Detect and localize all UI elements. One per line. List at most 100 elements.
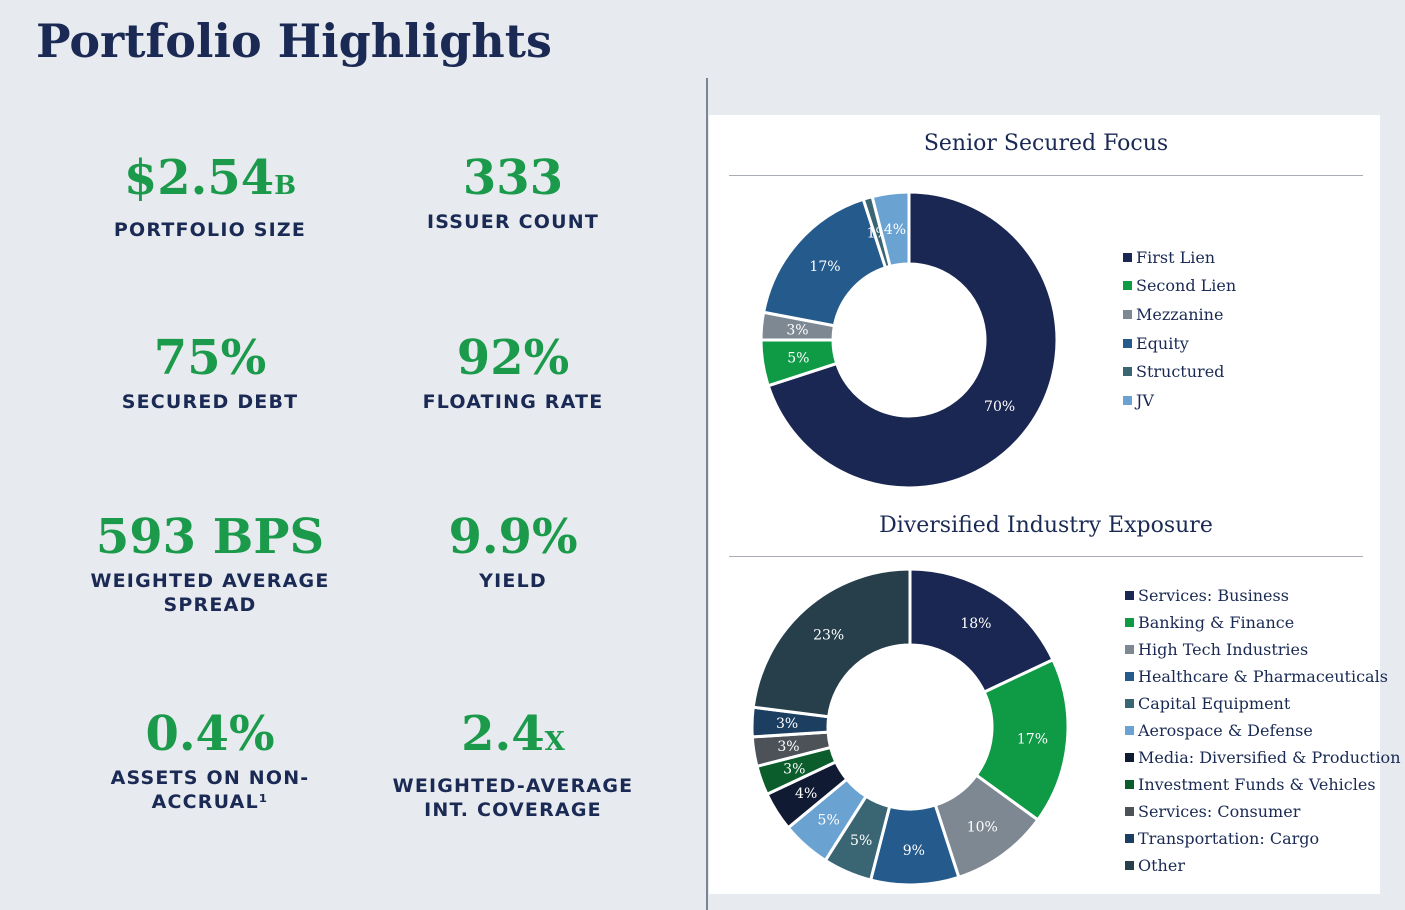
donut-chart-senior-secured: 70%5%3%17%1%4% bbox=[759, 190, 1059, 490]
legend-item-services-business: Services: Business bbox=[1125, 582, 1401, 609]
metric-non-accrual: 0.4% ASSETS ON NON- ACCRUAL¹ bbox=[60, 708, 360, 814]
legend-label: Other bbox=[1138, 856, 1185, 875]
metric-value: 333 bbox=[462, 150, 564, 206]
divider bbox=[706, 78, 708, 910]
title-rule bbox=[729, 556, 1363, 557]
legend-item-healthcare-pharmaceuticals: Healthcare & Pharmaceuticals bbox=[1125, 663, 1401, 690]
slice-other bbox=[751, 567, 912, 719]
slice-label-other: 23% bbox=[813, 628, 844, 644]
legend-swatch bbox=[1125, 807, 1134, 816]
slice-label-transportation-cargo: 3% bbox=[776, 716, 798, 732]
legend-label: High Tech Industries bbox=[1138, 640, 1309, 659]
legend-label: Capital Equipment bbox=[1138, 694, 1291, 713]
metric-label: PORTFOLIO SIZE bbox=[113, 219, 307, 241]
legend-item-capital-equipment: Capital Equipment bbox=[1125, 690, 1401, 717]
metric-issuer-count: 333 ISSUER COUNT bbox=[363, 152, 663, 234]
metric-portfolio-size: $2.54B PORTFOLIO SIZE bbox=[60, 152, 360, 242]
metric-label: WEIGHTED-AVERAGE INT. COVERAGE bbox=[392, 775, 634, 821]
chart-title-industry: Diversified Industry Exposure bbox=[879, 513, 1213, 538]
slice-label-investment-funds-vehicles: 3% bbox=[783, 762, 805, 778]
legend-label: Aerospace & Defense bbox=[1138, 721, 1313, 740]
legend-senior-secured: First Lien Second Lien Mezzanine Equity Stru… bbox=[1123, 243, 1236, 415]
legend-label: Media: Diversified & Production bbox=[1138, 748, 1401, 767]
legend-swatch bbox=[1125, 780, 1134, 789]
legend-swatch bbox=[1123, 395, 1132, 405]
legend-swatch bbox=[1123, 281, 1132, 291]
legend-label: Structured bbox=[1136, 362, 1225, 382]
slice-label-high-tech-industries: 10% bbox=[967, 820, 998, 836]
slice-label-mezzanine: 3% bbox=[786, 322, 808, 338]
legend-item-transportation-cargo: Transportation: Cargo bbox=[1125, 825, 1401, 852]
legend-item-investment-funds-vehicles: Investment Funds & Vehicles bbox=[1125, 771, 1401, 798]
legend-swatch bbox=[1123, 309, 1132, 319]
legend-item-mezzanine: Mezzanine bbox=[1123, 300, 1236, 329]
chart-title-senior-secured: Senior Secured Focus bbox=[923, 131, 1169, 156]
page-title: Portfolio Highlights bbox=[36, 14, 552, 68]
slice-label-first-lien: 70% bbox=[984, 399, 1015, 415]
metric-interest-coverage: 2.4X WEIGHTED-AVERAGE INT. COVERAGE bbox=[363, 708, 663, 822]
legend-item-first-lien: First Lien bbox=[1123, 243, 1236, 272]
metric-value: 0.4% bbox=[145, 706, 275, 762]
legend-swatch bbox=[1125, 699, 1134, 708]
slice-label-services-business: 18% bbox=[960, 616, 991, 632]
legend-industry: Services: Business Banking & Finance High … bbox=[1125, 582, 1401, 879]
slice-banking-finance bbox=[974, 657, 1070, 822]
slice-label-jv: 4% bbox=[884, 222, 906, 238]
metric-label: SECURED DEBT bbox=[121, 391, 299, 413]
slice-label-banking-finance: 17% bbox=[1017, 732, 1048, 748]
legend-swatch bbox=[1125, 645, 1134, 654]
legend-swatch bbox=[1125, 753, 1134, 762]
metric-label: WEIGHTED AVERAGE SPREAD bbox=[90, 570, 330, 616]
metric-value: $2.54B bbox=[123, 150, 297, 206]
legend-swatch bbox=[1125, 672, 1134, 681]
metric-value: 9.9% bbox=[448, 509, 578, 565]
legend-item-other: Other bbox=[1125, 852, 1401, 879]
metric-value: 2.4X bbox=[461, 706, 565, 762]
legend-label: Investment Funds & Vehicles bbox=[1138, 775, 1376, 794]
metric-label: ASSETS ON NON- ACCRUAL¹ bbox=[110, 767, 310, 813]
legend-label: First Lien bbox=[1136, 247, 1216, 267]
slice-label-equity: 17% bbox=[809, 259, 840, 275]
slice-label-services-consumer: 3% bbox=[777, 739, 799, 755]
slice-label-capital-equipment: 5% bbox=[850, 833, 872, 849]
metric-label: ISSUER COUNT bbox=[426, 211, 600, 233]
legend-label: Transportation: Cargo bbox=[1138, 829, 1320, 848]
slice-jv bbox=[870, 190, 911, 269]
legend-swatch bbox=[1125, 591, 1134, 600]
title-rule bbox=[729, 175, 1363, 176]
slice-label-aerospace-defense: 5% bbox=[818, 812, 840, 828]
slice-first-lien bbox=[766, 190, 1059, 490]
legend-swatch bbox=[1123, 252, 1132, 262]
legend-label: Services: Consumer bbox=[1138, 802, 1301, 821]
metric-label: YIELD bbox=[479, 570, 547, 592]
legend-label: Second Lien bbox=[1136, 276, 1237, 296]
legend-label: JV bbox=[1136, 390, 1154, 410]
legend-swatch bbox=[1125, 861, 1134, 870]
slice-label-healthcare-pharmaceuticals: 9% bbox=[903, 843, 925, 859]
legend-label: Banking & Finance bbox=[1138, 613, 1295, 632]
legend-swatch bbox=[1125, 726, 1134, 735]
legend-swatch bbox=[1123, 367, 1132, 377]
metric-floating-rate: 92% FLOATING RATE bbox=[363, 332, 663, 414]
metric-secured-debt: 75% SECURED DEBT bbox=[60, 332, 360, 414]
metric-value: 75% bbox=[153, 330, 267, 386]
metric-value: 92% bbox=[456, 330, 570, 386]
legend-label: Services: Business bbox=[1138, 586, 1289, 605]
metric-weighted-average-spread: 593 BPS WEIGHTED AVERAGE SPREAD bbox=[60, 511, 360, 617]
legend-item-media-diversified-production: Media: Diversified & Production bbox=[1125, 744, 1401, 771]
legend-item-equity: Equity bbox=[1123, 329, 1236, 358]
legend-item-structured: Structured bbox=[1123, 357, 1236, 386]
slice-label-second-lien: 5% bbox=[787, 351, 809, 367]
slice-label-media-diversified-production: 4% bbox=[795, 786, 817, 802]
legend-swatch bbox=[1123, 338, 1132, 348]
legend-swatch bbox=[1125, 834, 1134, 843]
legend-label: Mezzanine bbox=[1136, 304, 1224, 324]
legend-item-banking-finance: Banking & Finance bbox=[1125, 609, 1401, 636]
legend-label: Healthcare & Pharmaceuticals bbox=[1138, 667, 1388, 686]
donut-chart-industry: 18%17%10%9%5%5%4%3%3%3%23% bbox=[750, 567, 1070, 887]
metric-yield: 9.9% YIELD bbox=[363, 511, 663, 593]
charts-panel: Senior Secured Focus 70% 5% 3% 17% 1% 4% Firs… bbox=[709, 115, 1401, 894]
metric-label: FLOATING RATE bbox=[422, 391, 604, 413]
legend-item-second-lien: Second Lien bbox=[1123, 272, 1236, 301]
legend-label: Equity bbox=[1136, 333, 1189, 353]
